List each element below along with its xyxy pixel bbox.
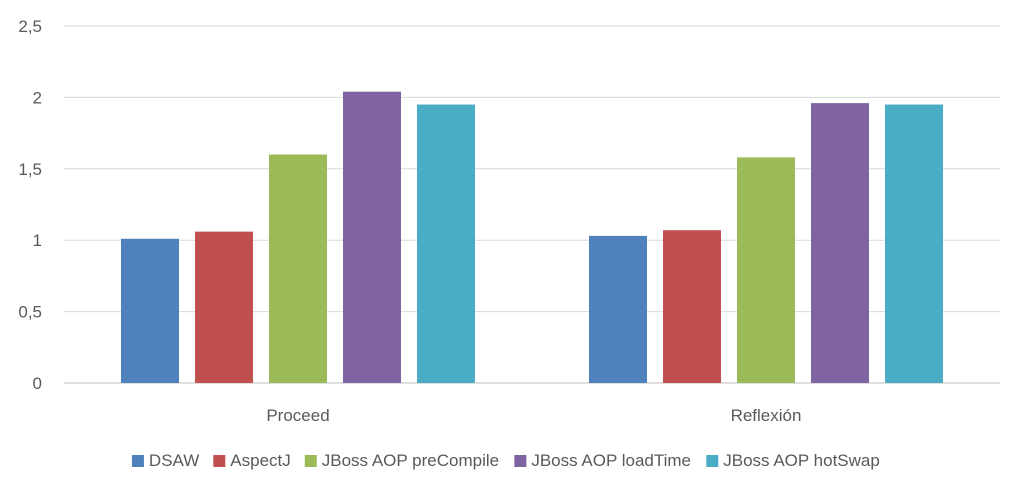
legend-swatch — [213, 455, 226, 467]
x-category-label: Proceed — [266, 406, 329, 425]
bar — [269, 154, 327, 383]
bar — [417, 104, 475, 383]
legend-item: DSAW — [131, 451, 199, 470]
bar — [737, 157, 795, 383]
legend-label: DSAW — [149, 451, 199, 470]
y-tick-label: 1 — [33, 231, 42, 250]
y-tick-label: 2,5 — [18, 17, 42, 36]
y-tick-label: 0,5 — [18, 303, 42, 322]
bar — [885, 104, 943, 383]
bar — [811, 103, 869, 383]
bar — [195, 231, 253, 383]
legend-label: JBoss AOP preCompile — [322, 451, 499, 470]
y-tick-label: 2 — [33, 88, 42, 107]
legend-label: JBoss AOP loadTime — [531, 451, 691, 470]
y-tick-label: 0 — [33, 374, 42, 393]
y-axis: 0 0,5 1 1,5 2 2,5 — [18, 17, 42, 393]
legend-item: AspectJ — [213, 451, 291, 470]
bar — [343, 91, 401, 384]
legend-swatch — [131, 455, 144, 467]
legend-item: JBoss AOP preCompile — [304, 451, 499, 470]
legend: DSAW AspectJ JBoss AOP preCompile JBoss AOP… — [131, 451, 880, 470]
bar — [589, 235, 647, 383]
legend-item: JBoss AOP loadTime — [514, 451, 691, 470]
bars — [121, 91, 943, 384]
bar — [121, 238, 179, 383]
legend-swatch — [514, 455, 527, 467]
y-tick-label: 1,5 — [18, 160, 42, 179]
legend-swatch — [706, 455, 719, 467]
bar — [663, 230, 721, 383]
legend-label: JBoss AOP hotSwap — [723, 451, 880, 470]
x-category-label: Reflexión — [731, 406, 802, 425]
legend-label: AspectJ — [230, 451, 290, 470]
legend-swatch — [304, 455, 317, 467]
x-axis: Proceed Reflexión — [266, 406, 801, 425]
legend-item: JBoss AOP hotSwap — [706, 451, 880, 470]
